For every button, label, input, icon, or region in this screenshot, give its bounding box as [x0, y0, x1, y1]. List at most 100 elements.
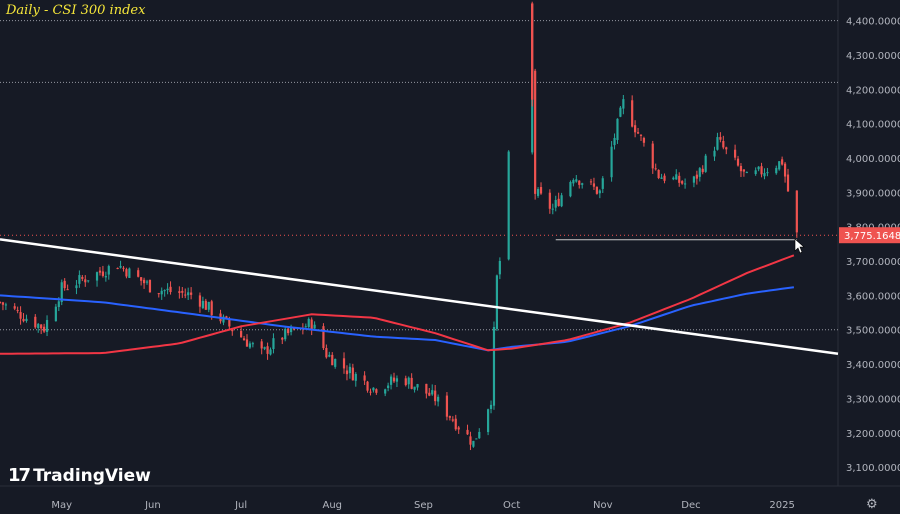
y-tick-label: 4,000.0000 [846, 154, 900, 165]
chart-title: Daily - CSI 300 index [6, 3, 146, 18]
candle-body [781, 159, 784, 165]
candle-body [634, 125, 637, 133]
candle-body [639, 134, 643, 136]
x-tick-label: Sep [414, 500, 433, 511]
candle-body [342, 358, 346, 369]
candle-body [128, 268, 131, 278]
moving-average-slow-line [0, 286, 795, 352]
candle-body [22, 318, 25, 322]
candle-body [719, 137, 722, 140]
candle-body [469, 436, 472, 445]
candle-body [733, 149, 737, 158]
candle-body [548, 192, 551, 209]
candle-body [672, 177, 675, 180]
candle-body [125, 269, 128, 277]
candle-body [269, 349, 272, 355]
candle-body [272, 338, 275, 349]
candle-body [598, 190, 601, 194]
candle-body [457, 427, 460, 430]
candle-body [145, 281, 149, 283]
candle-body [25, 318, 28, 321]
trendline [0, 238, 839, 356]
y-tick-label: 3,700.0000 [846, 257, 900, 268]
candle-body [363, 375, 366, 381]
x-tick-label: Dec [681, 500, 700, 511]
candle-body [760, 166, 763, 175]
candle-body [63, 280, 66, 289]
candle-body [534, 70, 537, 194]
candle-body [454, 418, 457, 430]
y-tick-label: 3,400.0000 [846, 360, 900, 371]
candle-body [757, 166, 760, 170]
candle-body [57, 301, 60, 308]
y-tick-label: 3,600.0000 [846, 291, 900, 302]
candle-body [281, 337, 284, 340]
y-tick-label: 4,200.0000 [846, 85, 900, 96]
candle-body [260, 341, 263, 349]
candle-body [313, 324, 316, 329]
candle-body [263, 347, 266, 349]
candle-body [610, 146, 613, 178]
candle-body [43, 326, 46, 332]
candle-body [619, 107, 622, 117]
candle-body [190, 292, 193, 295]
candle-body [210, 301, 213, 316]
candle-body [107, 266, 110, 275]
candle-body [622, 99, 625, 109]
candle-body [754, 170, 757, 175]
candle-body [304, 326, 307, 328]
candle-body [231, 328, 234, 332]
candle-body [572, 179, 575, 184]
candle-body [428, 392, 431, 396]
candle-body [425, 383, 428, 394]
candle-body [78, 275, 81, 284]
candle-body [783, 163, 787, 177]
gear-icon[interactable]: ⚙ [866, 496, 878, 511]
candle-body [560, 195, 563, 207]
candle-body [372, 387, 375, 391]
candle-body [595, 186, 598, 194]
candle-body [375, 389, 378, 393]
candle-body [475, 438, 478, 440]
tradingview-logo: 17 TradingView [8, 465, 151, 486]
candle-body [713, 150, 716, 157]
candle-body [240, 330, 243, 338]
candle-body [642, 137, 646, 143]
mouse-cursor-icon [794, 238, 805, 254]
candle-body [140, 277, 143, 281]
candle-body [489, 404, 493, 409]
tradingview-wordmark: TradingView [33, 465, 151, 486]
candle-body [778, 161, 781, 170]
candle-body [37, 323, 40, 329]
candle-body [13, 306, 16, 309]
candle-body [739, 165, 743, 172]
moving-average-fast-line [0, 254, 795, 355]
candle-body [716, 137, 719, 150]
candle-body [142, 279, 146, 284]
x-tick-label: Aug [322, 500, 342, 511]
candle-body [34, 316, 37, 328]
candle-body [684, 183, 687, 185]
candle-body [225, 316, 228, 319]
candle-body [651, 143, 654, 169]
candle-body [698, 168, 701, 177]
candle-body [404, 378, 407, 386]
candle-body [178, 291, 181, 293]
candle-body [742, 169, 746, 172]
candle-body [695, 174, 698, 179]
candle-body [87, 280, 90, 282]
candle-body [437, 396, 440, 402]
candle-body [104, 276, 107, 278]
candle-body [701, 168, 704, 173]
y-tick-label: 3,200.0000 [846, 429, 900, 440]
candle-body [660, 177, 663, 179]
y-tick-label: 3,100.0000 [846, 463, 900, 474]
candle-body [722, 141, 725, 148]
candle-body [795, 190, 798, 233]
candle-body [122, 267, 125, 269]
last-price-label: 3,775.1648 [844, 231, 900, 242]
candle-body [725, 147, 728, 150]
candle-body [292, 328, 296, 330]
